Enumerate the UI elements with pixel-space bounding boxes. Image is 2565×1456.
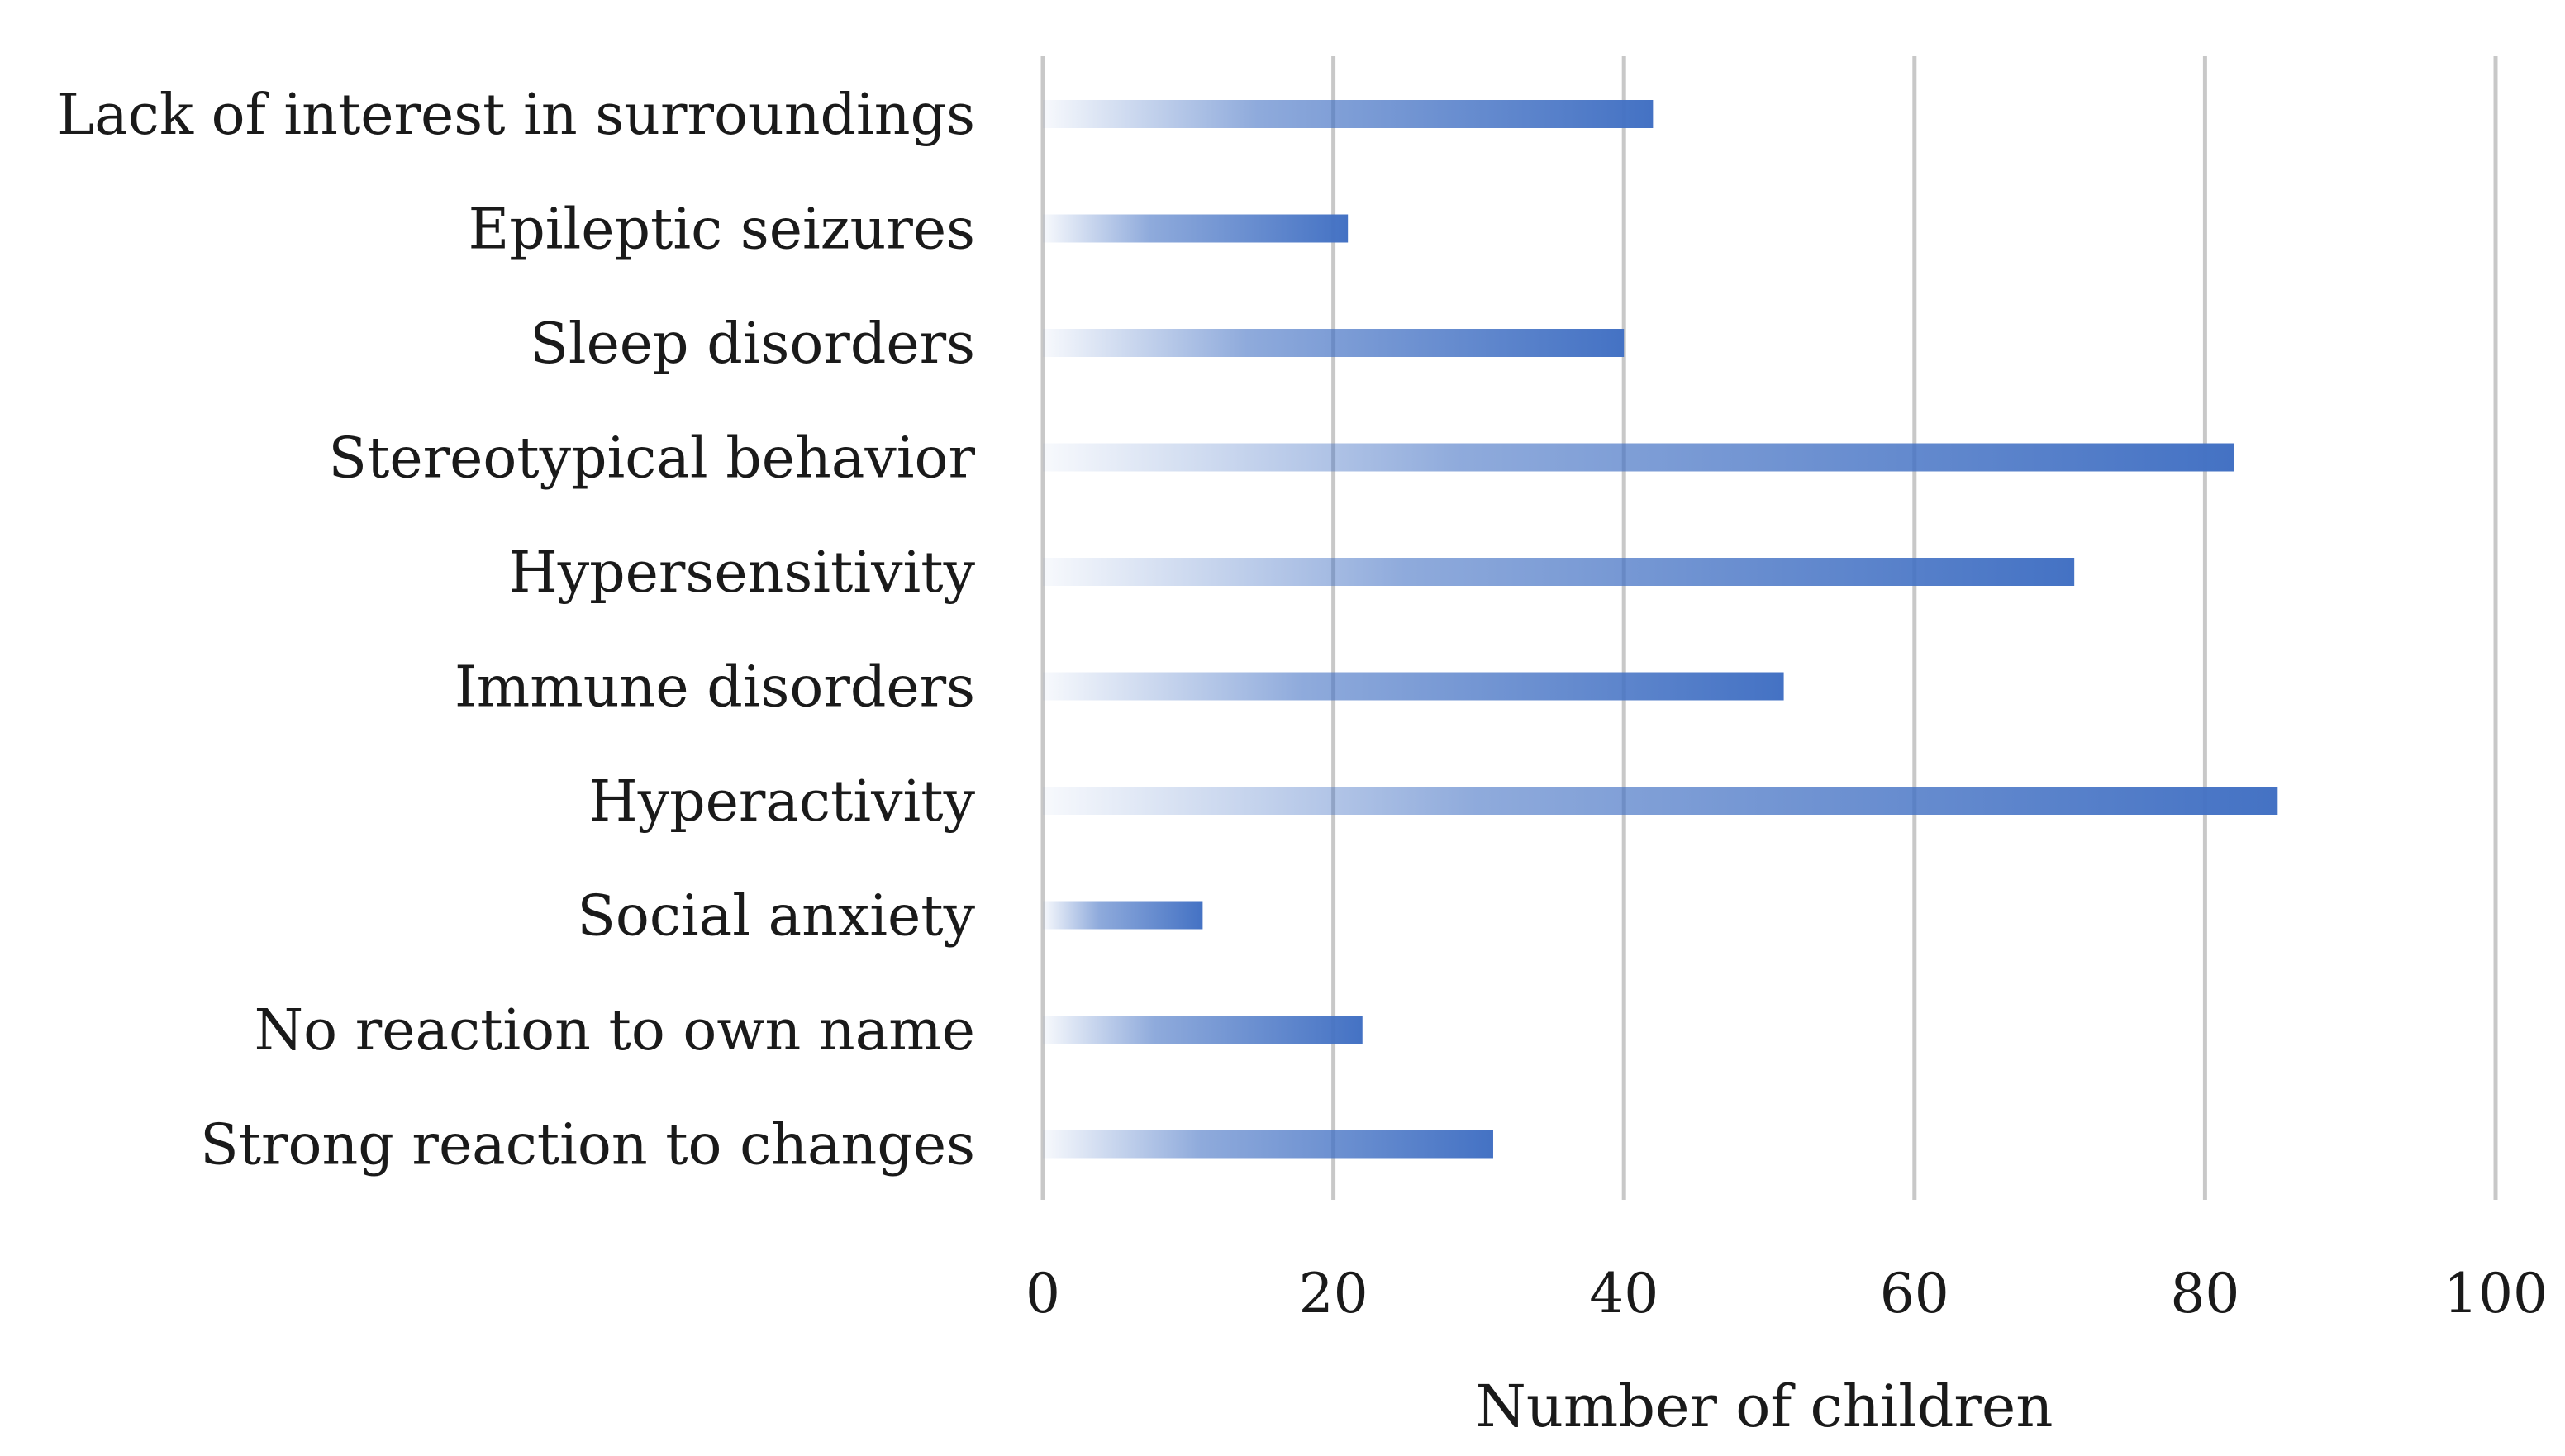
x-tick-labels: 0 20 40 60 80 100	[1026, 1262, 2548, 1325]
bar	[1043, 672, 1784, 701]
grid-lines	[1040, 56, 2498, 1200]
category-label: Sleep disorders	[530, 312, 975, 377]
x-axis-title: Number of children	[1476, 1373, 2053, 1440]
category-label: Epileptic seizures	[469, 197, 975, 263]
category-label: Strong reaction to changes	[200, 1113, 975, 1178]
category-label: Immune disorders	[454, 655, 975, 721]
bar	[1043, 100, 1654, 128]
category-label: Hyperactivity	[588, 769, 975, 835]
bars	[1043, 100, 2278, 1159]
bar	[1043, 329, 1625, 357]
category-label: Social anxiety	[577, 884, 975, 949]
category-labels: Lack of interest in surroundings Epilepti…	[57, 83, 975, 1178]
bar	[1043, 214, 1349, 243]
x-tick-label: 40	[1589, 1262, 1658, 1325]
x-tick-label: 80	[2170, 1262, 2239, 1325]
category-label: Hypersensitivity	[508, 540, 975, 606]
x-tick-label: 60	[1880, 1262, 1949, 1325]
bar	[1043, 787, 2278, 815]
bar	[1043, 1130, 1493, 1159]
bar	[1043, 1016, 1363, 1044]
bar	[1043, 443, 2234, 472]
bar	[1043, 901, 1203, 930]
bar	[1043, 558, 2075, 586]
x-tick-label: 100	[2444, 1262, 2548, 1325]
x-tick-label: 0	[1026, 1262, 1060, 1325]
category-label: Stereotypical behavior	[328, 426, 975, 492]
category-label: No reaction to own name	[255, 998, 975, 1063]
category-label: Lack of interest in surroundings	[57, 83, 975, 148]
x-tick-label: 20	[1299, 1262, 1368, 1325]
